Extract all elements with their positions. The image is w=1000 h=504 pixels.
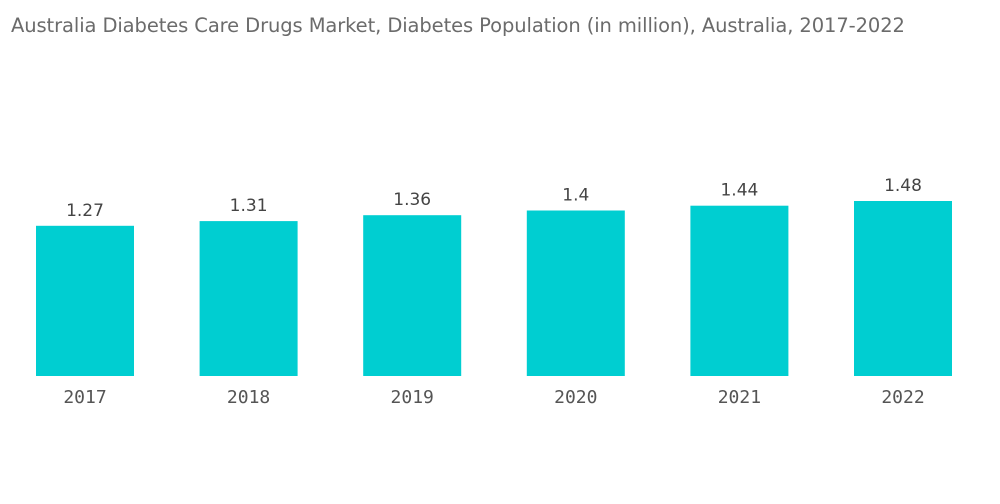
chart-title: Australia Diabetes Care Drugs Market, Di… [11,14,905,37]
data-label-2017: 1.27 [66,201,104,221]
data-label-2019: 1.36 [393,190,431,210]
x-tick-label-2020: 2020 [554,387,597,408]
x-tick-label-2019: 2019 [391,387,434,408]
data-label-2020: 1.4 [562,186,589,206]
bar-2022 [854,201,952,376]
data-label-2022: 1.48 [884,176,922,196]
bars-group [36,201,952,376]
x-axis-tick-labels: 2017 2018 2019 2020 2021 2022 [63,387,924,408]
x-tick-label-2022: 2022 [881,387,924,408]
x-tick-label-2017: 2017 [63,387,106,408]
data-label-2021: 1.44 [720,181,758,201]
bar-2021 [690,205,789,376]
x-tick-label-2018: 2018 [227,387,270,408]
bar-2019 [363,215,462,376]
bar-2020 [526,210,625,376]
data-labels-group: 1.27 1.31 1.36 1.4 1.44 1.48 [66,176,922,221]
x-tick-label-2021: 2021 [718,387,761,408]
bar-2017 [36,225,134,376]
bar-2018 [199,221,298,376]
data-label-2018: 1.31 [230,196,268,216]
